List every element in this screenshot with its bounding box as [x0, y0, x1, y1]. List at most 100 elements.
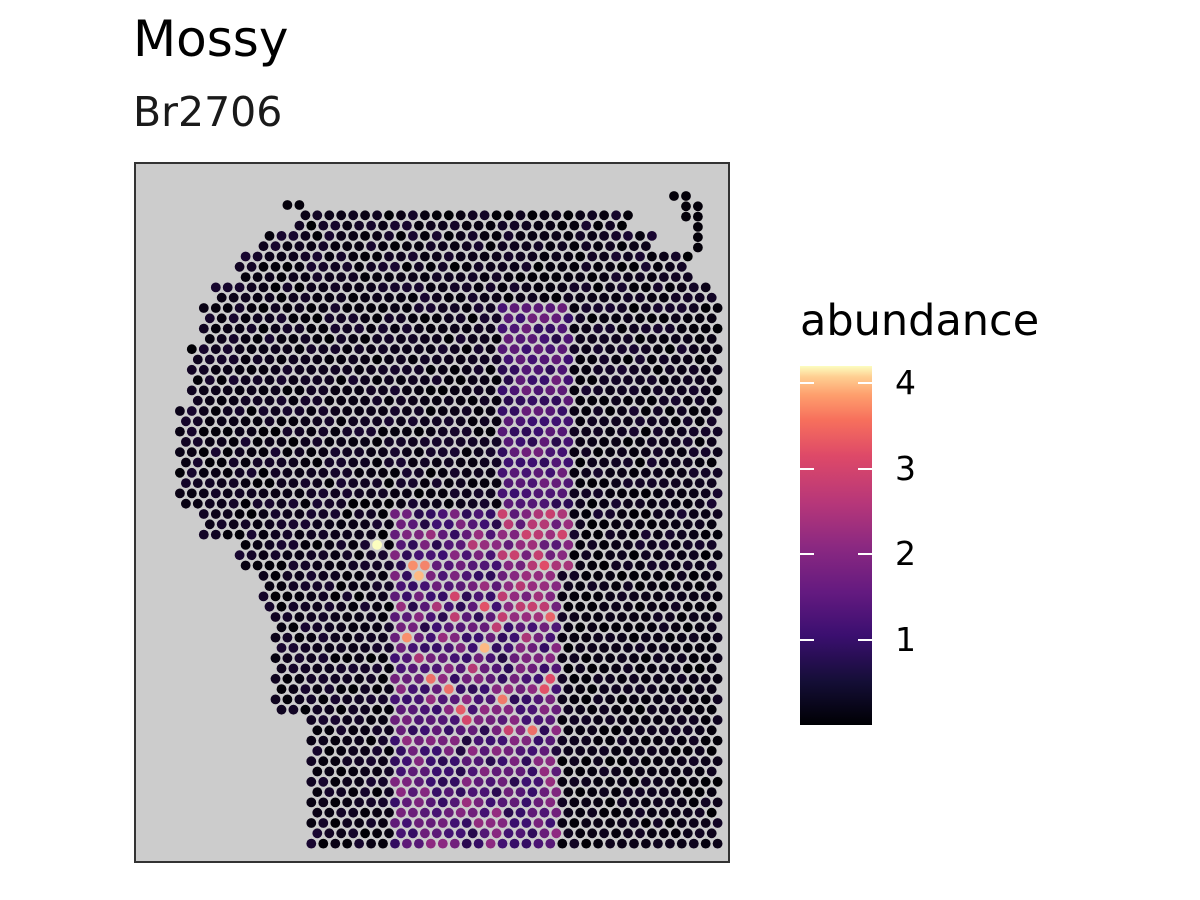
tissue-spot — [694, 663, 705, 674]
tissue-spot — [461, 529, 472, 540]
tissue-spot — [485, 797, 496, 808]
tissue-spot — [318, 406, 329, 416]
tissue-spot — [682, 437, 693, 447]
tissue-spot — [593, 426, 603, 437]
chart-title: Mossy — [133, 10, 289, 68]
tissue-spot — [300, 622, 311, 633]
tissue-spot — [497, 406, 508, 416]
tissue-spot — [641, 632, 651, 643]
tissue-spot — [533, 838, 544, 849]
tissue-spot — [706, 766, 717, 777]
tissue-spot — [449, 385, 460, 396]
tissue-spot — [186, 364, 197, 375]
tissue-spot — [533, 261, 544, 272]
tissue-spot — [581, 220, 592, 231]
tissue-spot — [629, 261, 639, 272]
tissue-spot — [539, 498, 550, 509]
tissue-spot — [408, 519, 418, 530]
tissue-spot — [569, 241, 580, 252]
tissue-spot — [390, 447, 400, 458]
tissue-spot — [623, 746, 633, 756]
tissue-spot — [575, 251, 586, 262]
tissue-spot — [372, 643, 382, 653]
tissue-spot — [443, 354, 454, 365]
tissue-spot — [682, 251, 693, 262]
tissue-spot — [611, 807, 621, 818]
tissue-spot — [694, 457, 705, 468]
tissue-spot — [539, 601, 550, 612]
tissue-spot — [366, 261, 376, 272]
tissue-spot — [509, 570, 520, 581]
tissue-spot — [569, 364, 580, 375]
tissue-spot — [414, 776, 424, 787]
tissue-spot — [240, 334, 251, 344]
tissue-spot — [234, 344, 245, 355]
tissue-spot — [670, 540, 681, 550]
tissue-spot — [467, 354, 478, 365]
tissue-spot — [420, 766, 430, 777]
tissue-spot — [688, 447, 699, 458]
tissue-spot — [527, 334, 538, 344]
tissue-spot — [712, 323, 723, 334]
tissue-spot — [545, 735, 556, 746]
tissue-spot — [509, 612, 520, 622]
tissue-spot — [414, 653, 424, 664]
tissue-spot — [497, 385, 508, 396]
tissue-spot — [641, 323, 651, 334]
tissue-spot — [360, 560, 370, 571]
tissue-spot — [324, 334, 335, 344]
tissue-spot — [700, 467, 711, 478]
tissue-spot — [318, 818, 329, 828]
tissue-spot — [581, 797, 592, 808]
tissue-spot — [234, 364, 245, 375]
tissue-spot — [491, 643, 502, 653]
tissue-spot — [228, 375, 239, 385]
tissue-spot — [449, 426, 460, 437]
tissue-spot — [294, 344, 305, 355]
tissue-spot — [694, 498, 705, 509]
tissue-spot — [425, 364, 436, 375]
tissue-spot — [366, 715, 376, 725]
tissue-spot — [396, 643, 406, 653]
tissue-spot — [378, 364, 388, 375]
tissue-spot — [515, 704, 526, 715]
tissue-spot — [641, 550, 651, 561]
tissue-spot — [569, 303, 580, 313]
tissue-spot — [641, 591, 651, 602]
tissue-spot — [282, 570, 293, 581]
tissue-spot — [688, 344, 699, 355]
tissue-spot — [706, 787, 717, 797]
tissue-spot — [473, 509, 484, 519]
tissue-spot — [246, 550, 257, 561]
tissue-spot — [276, 663, 287, 674]
tissue-spot — [306, 694, 317, 705]
tissue-spot — [372, 292, 382, 303]
tissue-spot — [503, 581, 514, 591]
legend-tick-mark — [858, 467, 872, 470]
tissue-spot — [378, 303, 388, 313]
tissue-spot — [681, 191, 691, 201]
tissue-spot — [300, 560, 311, 571]
tissue-spot — [617, 694, 627, 705]
tissue-spot — [688, 467, 699, 478]
tissue-spot — [473, 447, 484, 458]
tissue-spot — [587, 540, 598, 550]
tissue-spot — [342, 467, 353, 478]
tissue-spot — [324, 581, 335, 591]
legend-tick-mark — [858, 638, 872, 641]
tissue-spot — [420, 231, 430, 241]
tissue-spot — [551, 601, 562, 612]
tissue-spot — [186, 344, 197, 355]
tissue-spot — [605, 447, 615, 458]
tissue-spot — [461, 364, 472, 375]
tissue-spot — [605, 509, 615, 519]
tissue-spot — [700, 550, 711, 561]
tissue-spot — [676, 818, 687, 828]
tissue-spot — [246, 426, 257, 437]
tissue-spot — [175, 488, 185, 499]
tissue-spot — [467, 828, 478, 839]
tissue-spot — [372, 354, 382, 365]
tissue-spot — [676, 467, 687, 478]
tissue-spot — [682, 704, 693, 715]
tissue-spot — [503, 540, 514, 550]
